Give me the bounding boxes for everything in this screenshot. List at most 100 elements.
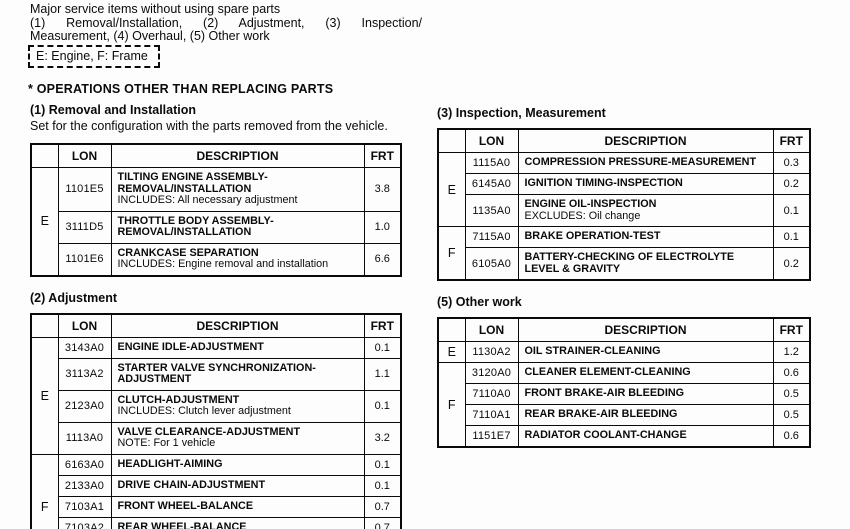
description-cell: VALVE CLEARANCE-ADJUSTMENT NOTE: For 1 ve…	[110, 421, 365, 455]
table-row: F 7115A0 BRAKE OPERATION-TEST 0.1	[437, 226, 811, 281]
column-header-frt: FRT	[772, 317, 811, 342]
table-row: 6145A0 IGNITION TIMING-INSPECTION 0.2	[438, 173, 811, 195]
group-column-header	[437, 317, 466, 342]
description-line: REMOVAL/INSTALLATION	[117, 226, 252, 238]
group-label: F	[437, 362, 466, 448]
frt-cell: 1.2	[772, 341, 811, 363]
frt-cell: 1.1	[363, 357, 402, 391]
group-column-header	[30, 143, 59, 168]
description-line: REMOVAL/INSTALLATION	[117, 182, 252, 195]
frt-cell: 0.1	[363, 336, 402, 359]
description-subline: INCLUDES: Engine removal and installatio…	[117, 258, 329, 270]
table-row: 1151E7 RADIATOR COOLANT-CHANGE 0.6	[438, 425, 811, 448]
description-line: DRIVE CHAIN-ADJUSTMENT	[117, 478, 266, 491]
frt-cell: 0.1	[772, 194, 811, 227]
frt-cell: 0.7	[363, 516, 402, 529]
right-column: (3) Inspection, Measurement LON DESCRIPTIO…	[437, 106, 811, 448]
frt-cell: 0.5	[772, 404, 811, 426]
table-row: 2133A0 DRIVE CHAIN-ADJUSTMENT 0.1	[31, 474, 402, 497]
lon-cell: 7110A1	[464, 404, 519, 426]
group-label: F	[437, 226, 466, 281]
description-line: STARTER VALVE SYNCHRONIZATION-	[117, 361, 316, 374]
lon-cell: 3111D5	[57, 210, 112, 244]
lon-cell: 1101E5	[57, 167, 112, 212]
description-subline: INCLUDES: Clutch lever adjustment	[117, 405, 291, 417]
header-row: LON DESCRIPTION FRT	[30, 143, 402, 168]
description-line: TILTING ENGINE ASSEMBLY-	[117, 171, 268, 183]
lon-cell: 3120A0	[464, 362, 519, 384]
frt-cell: 0.1	[363, 453, 402, 476]
frt-cell: 1.0	[363, 210, 402, 244]
lon-cell: 6145A0	[464, 173, 519, 195]
frt-cell: 0.5	[772, 383, 811, 405]
table-title: (3) Inspection, Measurement	[437, 106, 606, 120]
lon-cell: 3143A0	[57, 336, 112, 359]
service-table: LON DESCRIPTION FRT E 1115A0 COMPRESSION PRES…	[437, 128, 811, 281]
table-row: 3113A2 STARTER VALVE SYNCHRONIZATION- ADJU…	[31, 357, 402, 391]
table-row: E 1101E5 TILTING ENGINE ASSEMBLY- REMOVAL/I…	[30, 167, 402, 276]
inspection-measurement-section: (3) Inspection, Measurement LON DESCRIPTIO…	[437, 106, 811, 281]
description-subline: NOTE: For 1 vehicle	[117, 437, 216, 449]
group-label: E	[30, 167, 59, 276]
description-cell: CRANKCASE SEPARATION INCLUDES: Engine rem…	[110, 242, 365, 276]
table-row: E 1130A2 OIL STRAINER-CLEANING 1.2	[437, 341, 811, 363]
lon-cell: 7103A1	[57, 495, 112, 518]
description-cell: ENGINE OIL-INSPECTION EXCLUDES: Oil chang…	[517, 194, 774, 227]
description-line: LEVEL & GRAVITY	[524, 262, 621, 275]
lon-cell: 1151E7	[464, 425, 519, 448]
lon-cell: 3113A2	[57, 357, 112, 391]
frt-cell: 3.2	[363, 421, 402, 455]
description-line: VALVE CLEARANCE-ADJUSTMENT	[117, 425, 301, 438]
lon-cell: 1115A0	[464, 152, 519, 174]
description-cell: THROTTLE BODY ASSEMBLY- REMOVAL/INSTALLAT…	[110, 210, 365, 244]
frt-cell: 0.3	[772, 152, 811, 174]
service-table: LON DESCRIPTION FRT E 1130A2 OIL STRAINER-CLE…	[437, 317, 811, 448]
description-line: RADIATOR COOLANT-CHANGE	[524, 429, 687, 442]
frt-cell: 6.6	[363, 242, 402, 276]
table-row: 1135A0 ENGINE OIL-INSPECTION EXCLUDES: Oil…	[438, 194, 811, 227]
frt-cell: 3.8	[363, 167, 402, 212]
frt-cell: 0.6	[772, 425, 811, 448]
column-header-frt: FRT	[772, 128, 811, 153]
frt-cell: 0.7	[363, 495, 402, 518]
intro-line-2: (1) Removal/Installation, (2) Adjustment…	[30, 15, 422, 30]
lon-cell: 6163A0	[57, 453, 112, 476]
service-table: LON DESCRIPTION FRT E 1101E5 TILTING ENGINE A…	[30, 143, 402, 277]
header-row: LON DESCRIPTION FRT	[437, 317, 811, 342]
lon-cell: 1130A2	[464, 341, 519, 363]
description-line: OIL STRAINER-CLEANING	[524, 345, 661, 358]
column-header-description: DESCRIPTION	[110, 143, 365, 168]
group-column-header	[437, 128, 466, 153]
column-header-frt: FRT	[363, 143, 402, 168]
left-column: (1) Removal and Installation Set for the …	[30, 103, 402, 529]
description-line: COMPRESSION PRESSURE-MEASUREMENT	[524, 156, 757, 169]
description-line: HEADLIGHT-AIMING	[117, 457, 223, 470]
table-row: E 1115A0 COMPRESSION PRESSURE-MEASUREMENT 0…	[437, 152, 811, 227]
column-header-lon: LON	[57, 313, 112, 338]
description-cell: OIL STRAINER-CLEANING	[517, 341, 774, 363]
table-row: 7103A2 REAR WHEEL-BALANCE 0.7	[31, 516, 402, 529]
table-row: 6105A0 BATTERY-CHECKING OF ELECTROLYTE LEV…	[438, 247, 811, 281]
frt-cell: 0.2	[772, 173, 811, 195]
lon-cell: 7103A2	[57, 516, 112, 529]
description-line: CRANKCASE SEPARATION	[117, 246, 259, 259]
table-title: (1) Removal and Installation	[30, 103, 197, 117]
description-line: REAR WHEEL-BALANCE	[117, 520, 247, 529]
frt-cell: 0.1	[772, 226, 811, 248]
table-row: 7103A1 FRONT WHEEL-BALANCE 0.7	[31, 495, 402, 518]
frt-cell: 0.2	[772, 247, 811, 281]
group-label: E	[437, 341, 466, 363]
header-row: LON DESCRIPTION FRT	[30, 313, 402, 338]
description-cell: STARTER VALVE SYNCHRONIZATION- ADJUSTMENT	[110, 357, 365, 391]
intro-line-1: Major service items without using spare …	[30, 2, 281, 16]
lon-cell: 1113A0	[57, 421, 112, 455]
description-cell: ENGINE IDLE-ADJUSTMENT	[110, 336, 365, 359]
description-line: CLUTCH-ADJUSTMENT	[117, 393, 240, 406]
description-cell: COMPRESSION PRESSURE-MEASUREMENT	[517, 152, 774, 174]
column-header-description: DESCRIPTION	[517, 128, 774, 153]
description-line: ENGINE IDLE-ADJUSTMENT	[117, 340, 264, 353]
description-line: FRONT BRAKE-AIR BLEEDING	[524, 387, 685, 400]
removal-installation-section: (1) Removal and Installation Set for the …	[30, 103, 402, 277]
column-header-lon: LON	[57, 143, 112, 168]
